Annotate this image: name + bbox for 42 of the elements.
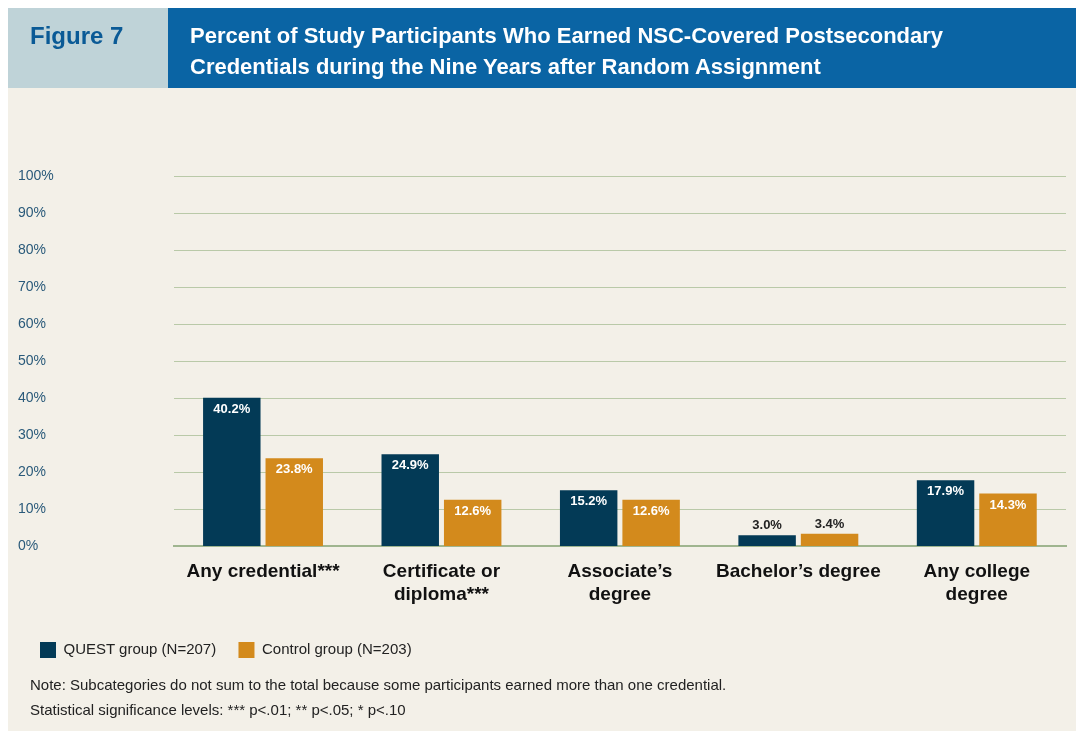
x-tick-label: Any college degree: [923, 560, 1031, 604]
data-label: 12.6%: [454, 502, 492, 518]
data-label: 15.2%: [570, 493, 608, 509]
bar: [559, 490, 618, 546]
y-tick-label: 100%: [18, 167, 54, 184]
y-tick-label: 50%: [18, 352, 47, 369]
y-tick-label: 30%: [18, 426, 47, 443]
x-tick-label: Certificate or diploma***: [382, 560, 501, 604]
text: Statistical significance levels: *** p<.01; ** p<.05; * p<.10: [30, 701, 407, 718]
data-label: 12.6%: [632, 502, 670, 518]
text: Note: Subcategories do not sum to the total because some participants earned more than one credential.: [30, 676, 728, 693]
bar: [203, 397, 261, 546]
bar: [916, 480, 975, 546]
data-label: 17.9%: [927, 483, 965, 499]
bar: [979, 493, 1037, 546]
bar: [443, 499, 502, 546]
y-tick-label: 60%: [18, 315, 47, 332]
bar: [622, 499, 680, 546]
y-tick-label: 20%: [18, 463, 47, 480]
y-tick-label: 70%: [18, 278, 47, 295]
data-label: 23.8%: [275, 461, 314, 477]
x-tick-label: Any credential***: [186, 560, 341, 582]
bar: [738, 535, 796, 546]
data-label: 40.2%: [213, 400, 251, 416]
chart-title: Percent of Study Participants Who Earned NSC-Covered Postsecondary Credentials during the Nine Years after Random Assignment: [168, 8, 1076, 88]
data-label: 3.0%: [752, 517, 783, 533]
legend-label: Control group (N=203): [261, 640, 412, 658]
bar: [265, 458, 323, 546]
y-tick-label: 80%: [18, 241, 47, 258]
x-tick-label: Associate’s degree: [567, 560, 673, 604]
y-tick-label: 0%: [18, 537, 39, 554]
legend-label: QUEST group (N=207): [63, 640, 217, 658]
y-tick-label: 90%: [18, 204, 47, 221]
y-tick-label: 10%: [18, 500, 47, 517]
chart-subtitle: Figure 7: [8, 8, 168, 88]
y-tick-label: 40%: [18, 389, 47, 406]
data-label: 24.9%: [391, 457, 430, 473]
bar: [800, 533, 859, 546]
data-label: 14.3%: [989, 496, 1027, 512]
bar: [381, 454, 439, 546]
data-label: 3.4%: [814, 515, 845, 531]
x-tick-label: Bachelor’s degree: [715, 560, 881, 582]
